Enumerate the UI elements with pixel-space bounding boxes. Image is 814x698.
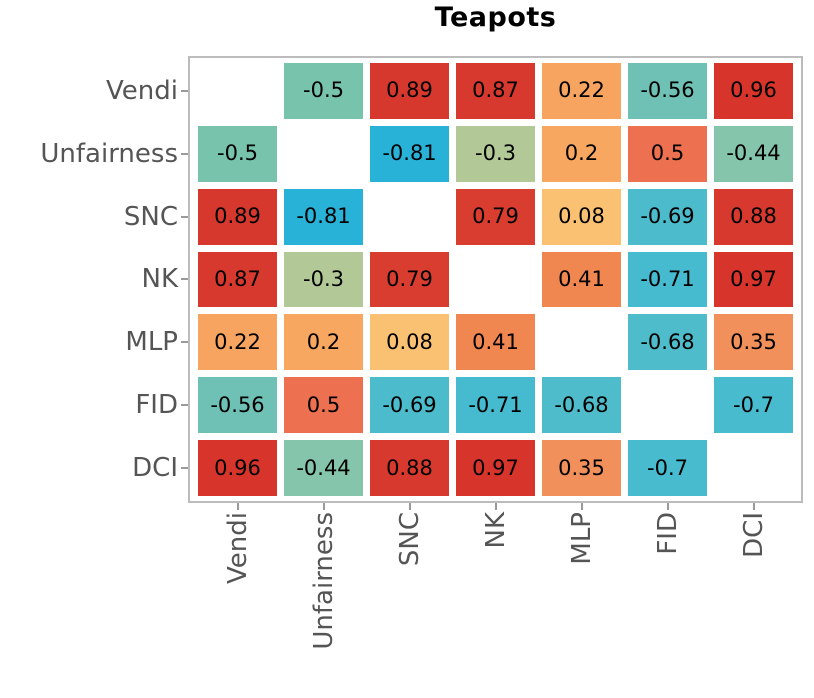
heatmap-cell: -0.71 bbox=[456, 377, 535, 434]
heatmap-cell: -0.81 bbox=[284, 188, 363, 245]
y-tick-mark bbox=[181, 341, 188, 344]
y-tick-mark bbox=[181, 467, 188, 470]
heatmap-cell: 0.08 bbox=[542, 188, 621, 245]
chart-title: Teapots bbox=[434, 2, 557, 33]
heatmap-cell: -0.68 bbox=[542, 377, 621, 434]
heatmap-cell: 0.87 bbox=[456, 63, 535, 119]
x-tick-label-text: DCI bbox=[738, 512, 769, 558]
heatmap-cell: -0.81 bbox=[370, 125, 449, 182]
heatmap-cell: 0.97 bbox=[456, 440, 535, 496]
heatmap-cell: 0.88 bbox=[370, 440, 449, 496]
heatmap-cell: -0.5 bbox=[198, 125, 277, 182]
heatmap-cell: 0.87 bbox=[198, 251, 277, 308]
heatmap-cell: -0.3 bbox=[284, 251, 363, 308]
heatmap-cell: 0.96 bbox=[198, 440, 277, 496]
heatmap-cell: -0.3 bbox=[456, 125, 535, 182]
heatmap-cell: 0.79 bbox=[456, 188, 535, 245]
heatmap-grid: -0.5 0.89 0.87 0.22 -0.56 0.96 -0.5 -0.81 -0.3 0.… bbox=[198, 63, 793, 496]
x-tick-mark bbox=[236, 503, 239, 510]
heatmap-cell: 0.5 bbox=[628, 125, 707, 182]
heatmap-cell: 0.96 bbox=[714, 63, 793, 119]
x-tick-mark bbox=[494, 503, 497, 510]
heatmap-cell: -0.68 bbox=[628, 314, 707, 371]
heatmap-cell: 0.89 bbox=[198, 188, 277, 245]
heatmap-cell-empty bbox=[456, 252, 535, 308]
heatmap-cell: -0.56 bbox=[198, 377, 277, 434]
heatmap-cell-empty bbox=[370, 189, 449, 245]
heatmap-cell-empty bbox=[628, 377, 707, 433]
x-tick-mark bbox=[666, 503, 669, 510]
x-tick-label-text: Unfairness bbox=[308, 512, 339, 650]
heatmap-cell: -0.69 bbox=[370, 377, 449, 434]
heatmap-cell: 0.41 bbox=[542, 251, 621, 308]
heatmap-cell: 0.2 bbox=[284, 314, 363, 371]
x-tick-label-text: Vendi bbox=[222, 512, 253, 584]
y-tick-label: Unfairness bbox=[40, 138, 178, 169]
y-tick-label: SNC bbox=[123, 201, 178, 232]
x-tick-label-text: NK bbox=[480, 512, 511, 549]
x-tick-mark bbox=[408, 503, 411, 510]
heatmap-cell-empty bbox=[714, 440, 793, 496]
heatmap-cell: 0.2 bbox=[542, 125, 621, 182]
x-tick-label: FID bbox=[648, 512, 688, 555]
heatmap-cell: -0.44 bbox=[714, 125, 793, 182]
y-tick-label: NK bbox=[141, 264, 179, 295]
x-tick-mark bbox=[322, 503, 325, 510]
x-tick-label: MLP bbox=[562, 512, 602, 565]
heatmap-cell: 0.79 bbox=[370, 251, 449, 308]
x-tick-mark bbox=[752, 503, 755, 510]
x-tick-label: DCI bbox=[734, 512, 774, 558]
heatmap-cell: -0.5 bbox=[284, 63, 363, 119]
y-tick-mark bbox=[181, 215, 188, 218]
heatmap-cell: 0.22 bbox=[542, 63, 621, 119]
heatmap-cell: -0.7 bbox=[714, 377, 793, 434]
heatmap-cell: -0.71 bbox=[628, 251, 707, 308]
x-tick-label: Vendi bbox=[218, 512, 258, 584]
x-tick-mark bbox=[580, 503, 583, 510]
y-tick-label: Vendi bbox=[106, 75, 178, 106]
heatmap-cell-empty bbox=[284, 126, 363, 182]
heatmap-cell: 0.89 bbox=[370, 63, 449, 119]
x-tick-label-text: SNC bbox=[394, 512, 425, 567]
heatmap-cell: 0.08 bbox=[370, 314, 449, 371]
y-tick-mark bbox=[181, 278, 188, 281]
x-tick-label: NK bbox=[476, 512, 516, 549]
x-tick-label: SNC bbox=[390, 512, 430, 566]
x-tick-label-text: MLP bbox=[566, 512, 597, 565]
heatmap-cell: 0.22 bbox=[198, 314, 277, 371]
heatmap-cell-empty bbox=[198, 63, 277, 119]
x-tick-label-text: FID bbox=[652, 512, 683, 555]
heatmap-cell: -0.7 bbox=[628, 440, 707, 496]
y-tick-label: FID bbox=[135, 390, 178, 421]
heatmap-cell: 0.35 bbox=[542, 440, 621, 496]
heatmap-cell: 0.41 bbox=[456, 314, 535, 371]
heatmap-cell: -0.56 bbox=[628, 63, 707, 119]
heatmap-cell: 0.88 bbox=[714, 188, 793, 245]
heatmap-cell-empty bbox=[542, 314, 621, 370]
heatmap-plot-area: -0.5 0.89 0.87 0.22 -0.56 0.96 -0.5 -0.81 -0.3 0.… bbox=[188, 56, 803, 503]
heatmap-cell: 0.35 bbox=[714, 314, 793, 371]
heatmap-cell: 0.97 bbox=[714, 251, 793, 308]
x-tick-label: Unfairness bbox=[304, 512, 344, 650]
heatmap-cell: 0.5 bbox=[284, 377, 363, 434]
y-tick-mark bbox=[181, 89, 188, 92]
heatmap-cell: -0.69 bbox=[628, 188, 707, 245]
y-tick-mark bbox=[181, 152, 188, 155]
y-tick-label: DCI bbox=[132, 453, 178, 484]
y-tick-label: MLP bbox=[125, 327, 178, 358]
heatmap-cell: -0.44 bbox=[284, 440, 363, 496]
y-tick-mark bbox=[181, 404, 188, 407]
